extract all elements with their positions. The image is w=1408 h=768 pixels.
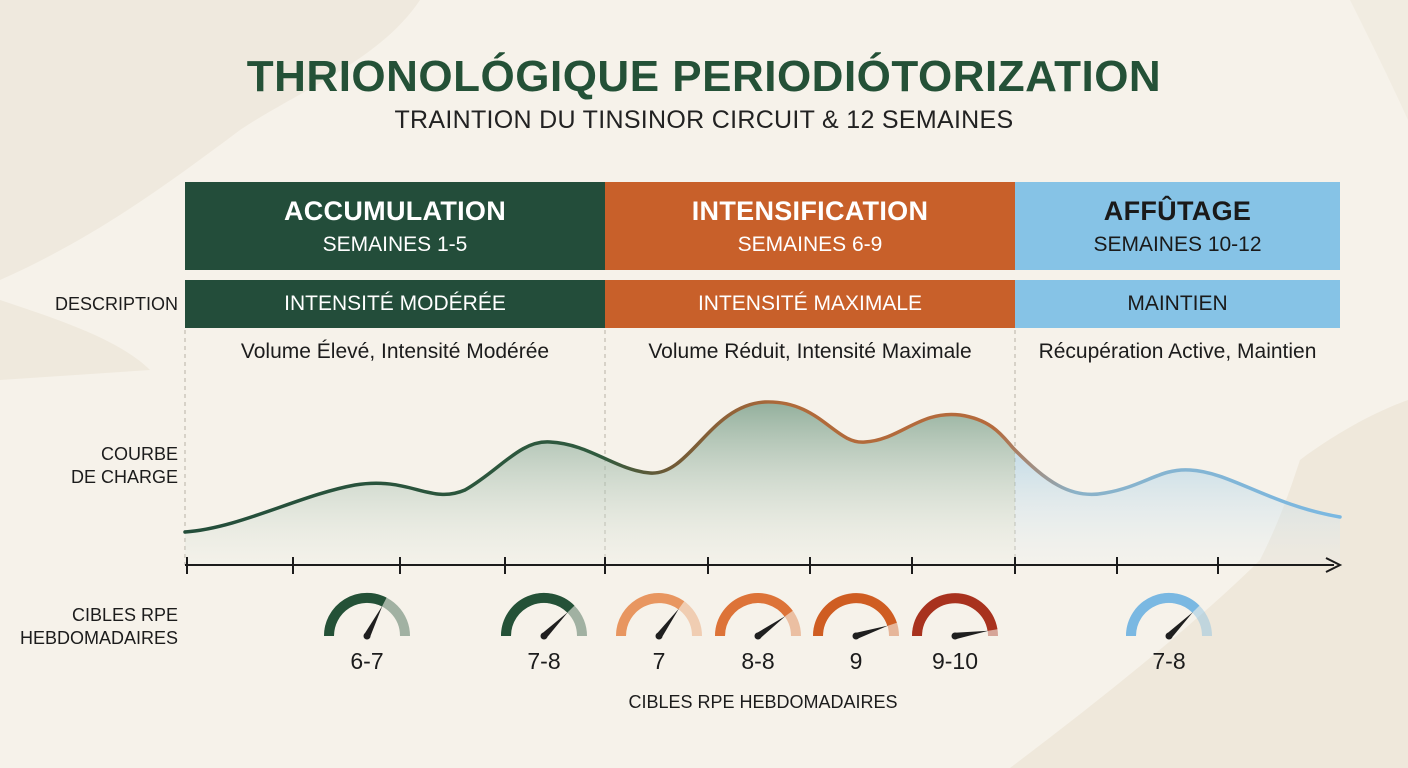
gauge-label: 7 [652,648,666,674]
rpe-gauge: 9-10 [905,590,1005,690]
intensity-bar-affutage: MAINTIEN [1015,280,1340,328]
intensity-bar-intensification: INTENSITÉ MAXIMALE [605,280,1015,328]
gauge-needle [756,616,786,639]
rpe-gauge: 8-8 [708,590,808,690]
gauge-needle [364,605,383,638]
phase-detail-affutage: Récupération Active, Maintien [1038,340,1317,363]
rpe-gauge: 9 [806,590,906,690]
gauge-hub [852,632,860,640]
gauge-dial-icon [715,593,801,640]
gauge-fill [323,592,387,637]
rpe-gauge: 7-8 [1119,590,1219,690]
phase-header-accumulation: ACCUMULATION SEMAINES 1-5 [185,182,605,270]
gauge-needle [541,612,568,639]
gauge-dial-icon [500,592,587,640]
gauge-fill [500,592,575,637]
gauge-hub [1165,632,1173,640]
page-subtitle: TRAINTION DU TINSINOR CIRCUIT & 12 SEMAI… [394,106,1014,134]
gauge-hub [754,632,762,640]
gauge-needle [1166,612,1193,639]
phase-weeks: SEMAINES 10-12 [1093,233,1262,256]
gauge-label: 7-8 [1152,648,1186,674]
intensity-bar-accumulation: INTENSITÉ MODÉRÉE [185,280,605,328]
gauge-hub [540,632,548,640]
gauge-dial-icon [813,593,899,640]
phase-name: AFFÛTAGE [1103,196,1252,226]
phase-header-affutage: AFFÛTAGE SEMAINES 10-12 [1015,182,1340,270]
rpe-caption: CIBLES RPE HEBDOMADAIRES [628,692,898,712]
row-label-line: COURBE [100,444,178,464]
page-title: THRIONOLÓGIQUE PERIODIÓTORIZATION [246,52,1162,101]
phase-detail-intensification: Volume Réduit, Intensité Maximale [648,340,972,363]
gauge-fill [1125,592,1200,637]
phase-header-intensification: INTENSIFICATION SEMAINES 6-9 [605,182,1015,270]
row-label-line: DE CHARGE [70,467,178,487]
rpe-gauge: 7 [609,590,709,690]
rpe-gauge: 7-8 [494,590,594,690]
gauge-needle [954,630,989,640]
gauge-fill [715,593,793,637]
gauge-label: 9-10 [931,648,979,674]
gauge-fill [912,593,998,637]
phase-detail-accumulation: Volume Élevé, Intensité Modérée [240,340,550,363]
gauge-hub [363,632,371,640]
gauge-needle [855,625,889,639]
phase-name: INTENSIFICATION [691,196,929,226]
row-label-line: CIBLES RPE [71,605,178,625]
gauge-label: 7-8 [527,648,561,674]
gauge-needle [656,608,679,638]
row-label-load-curve: COURBE DE CHARGE [0,443,178,489]
gauge-fill [616,593,685,637]
phase-weeks: SEMAINES 6-9 [737,233,883,256]
row-label-line: HEBDOMADAIRES [19,628,178,648]
phase-weeks: SEMAINES 1-5 [322,233,468,256]
gauge-hub [951,632,959,640]
row-label-description: DESCRIPTION [54,294,178,314]
gauge-dial-icon [323,592,410,640]
rpe-gauge: 6-7 [317,590,417,690]
gauge-dial-icon [912,593,998,640]
gauge-dial-icon [616,593,702,640]
row-label-rpe: CIBLES RPE HEBDOMADAIRES [0,604,178,650]
phase-name: ACCUMULATION [283,196,507,226]
gauge-label: 6-7 [350,648,384,674]
gauge-label: 8-8 [741,648,775,674]
gauge-dial-icon [1125,592,1212,640]
gauge-hub [655,632,663,640]
gauge-fill [813,593,897,637]
gauge-label: 9 [849,648,863,674]
